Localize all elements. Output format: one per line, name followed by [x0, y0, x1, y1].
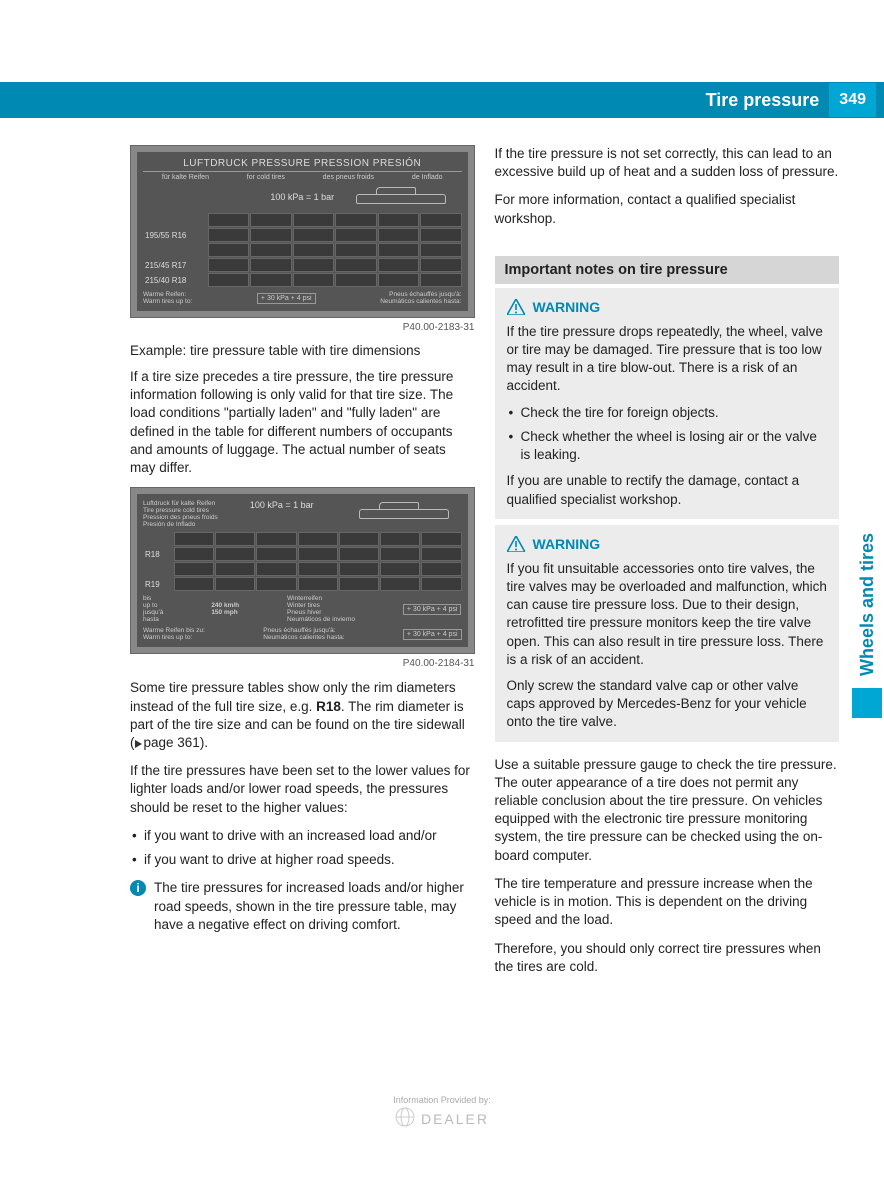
page-title: Tire pressure	[706, 90, 820, 111]
para-rim-diameter: Some tire pressure tables show only the …	[130, 679, 475, 752]
content-area: LUFTDRUCK PRESSURE PRESSION PRESIÓN für …	[130, 145, 839, 986]
warn1-p2: If you are unable to rectify the damage,…	[507, 472, 828, 508]
warning-title-2: WARNING	[507, 535, 828, 554]
section-tab-label: Wheels and tires	[857, 525, 878, 684]
warn1-p1: If the tire pressure drops repeatedly, t…	[507, 323, 828, 396]
tire-placard-2: Luftdruck für kalte Reifen Tire pressure…	[130, 487, 475, 654]
placard1-header: LUFTDRUCK PRESSURE PRESSION PRESIÓN	[143, 158, 462, 172]
list-item: if you want to drive at higher road spee…	[130, 851, 475, 869]
info-icon: i	[130, 880, 146, 896]
reset-bullets: if you want to drive with an increased l…	[130, 827, 475, 869]
footer-attribution: Information Provided by: DEALER	[0, 1095, 884, 1130]
placard1-kpa: 100 kPa = 1 bar	[270, 192, 334, 202]
para-contact-workshop: For more information, contact a qualifie…	[495, 191, 840, 227]
warning-icon	[507, 299, 525, 315]
warning-title-1: WARNING	[507, 298, 828, 317]
tire-placard-1: LUFTDRUCK PRESSURE PRESSION PRESIÓN für …	[130, 145, 475, 318]
para-correct-cold: Therefore, you should only correct tire …	[495, 940, 840, 976]
placard2-footer-1: bis up to jusqu'à hasta 240 km/h 150 mph…	[143, 595, 462, 623]
globe-icon	[395, 1107, 415, 1130]
caption-1: Example: tire pressure table with tire d…	[130, 343, 475, 358]
para-pressure-gauge: Use a suitable pressure gauge to check t…	[495, 756, 840, 865]
section-tab: Wheels and tires	[850, 525, 884, 735]
para-reset-higher: If the tire pressures have been set to t…	[130, 762, 475, 817]
placard1-id: P40.00-2183-31	[130, 322, 475, 333]
warning-box-2: WARNING If you fit unsuitable accessorie…	[495, 525, 840, 742]
warn2-p2: Only screw the standard valve cap or oth…	[507, 677, 828, 732]
placard2-grid: R18 R19	[143, 532, 462, 591]
footer-dealer: DEALER	[395, 1107, 489, 1130]
placard2-footer-2: Warme Reifen bis zu: Warm tires up to: P…	[143, 627, 462, 641]
warning-icon	[507, 536, 525, 552]
para-tire-size: If a tire size precedes a tire pressure,…	[130, 368, 475, 477]
list-item: if you want to drive with an increased l…	[130, 827, 475, 845]
placard1-grid: 195/55 R16 215/45 R17 215/40 R18	[143, 213, 462, 287]
section-heading: Important notes on tire pressure	[495, 256, 840, 284]
para-not-set-correctly: If the tire pressure is not set correctl…	[495, 145, 840, 181]
list-item: Check the tire for foreign objects.	[507, 404, 828, 422]
page-header: Tire pressure 349	[0, 82, 884, 118]
left-column: LUFTDRUCK PRESSURE PRESSION PRESIÓN für …	[130, 145, 475, 986]
right-column: If the tire pressure is not set correctl…	[495, 145, 840, 986]
footer-provided: Information Provided by:	[393, 1095, 491, 1105]
xref-triangle-icon	[135, 740, 142, 748]
placard2-kpa: 100 kPa = 1 bar	[224, 500, 340, 510]
placard1-footer: Warme Reifen: Warm tires up to: + 30 kPa…	[143, 291, 462, 305]
warn1-bullets: Check the tire for foreign objects. Chec…	[507, 404, 828, 465]
warning-box-1: WARNING If the tire pressure drops repea…	[495, 288, 840, 519]
section-tab-block	[852, 688, 882, 718]
warn2-p1: If you fit unsuitable accessories onto t…	[507, 560, 828, 669]
placard2-id: P40.00-2184-31	[130, 658, 475, 669]
list-item: Check whether the wheel is losing air or…	[507, 428, 828, 464]
info-note: i The tire pressures for increased loads…	[130, 879, 475, 934]
page-number: 349	[829, 83, 876, 117]
para-temp-increase: The tire temperature and pressure increa…	[495, 875, 840, 930]
placard1-subheader: für kalte Reifen for cold tires des pneu…	[143, 174, 462, 181]
